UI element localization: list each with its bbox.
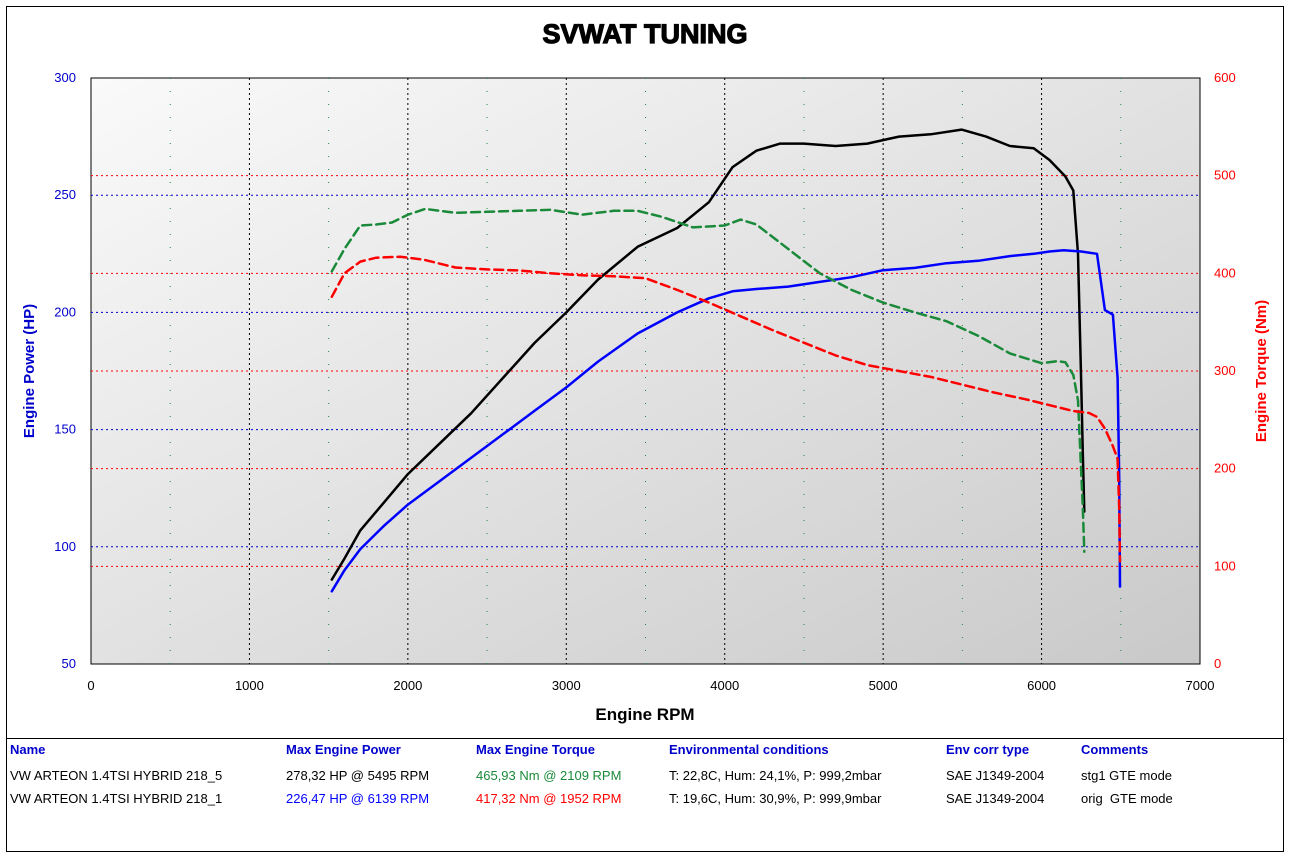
row-name: VW ARTEON 1.4TSI HYBRID 218_5 [10,768,223,783]
series-line-torque-stg1 [330,207,1086,553]
row-max-power: 226,47 HP @ 6139 RPM [286,791,430,806]
y-axis-right-label: Engine Torque (Nm) [1253,300,1270,442]
row-env-corr: SAE J1349-2004 [946,768,1045,783]
y-right-tick-label: 300 [1214,363,1236,378]
col-header-max-torque: Max Engine Torque [476,742,595,757]
row-env-corr: SAE J1349-2004 [946,791,1045,806]
y-left-tick-label: 150 [54,422,76,437]
series-line-power-orig [330,249,1122,593]
y-right-tick-label: 0 [1214,656,1221,671]
series-line-torque-orig [330,255,1122,563]
results-table: Name Max Engine Power Max Engine Torque … [6,738,1284,852]
y-right-tick-label: 500 [1214,168,1236,183]
y-right-tick-label: 600 [1214,70,1236,85]
dyno-chart: SVWAT TUNING 0 1000 2000 3000 4000 5000 6000 70… [21,18,1270,724]
col-header-name: Name [10,742,46,757]
x-tick-label: 0 [87,678,94,693]
x-tick-label: 2000 [393,678,422,693]
axis-ticks: 0 1000 2000 3000 4000 5000 6000 700050100150200… [54,70,1235,693]
y-right-tick-label: 400 [1214,265,1236,280]
row-env-conditions: T: 22,8C, Hum: 24,1%, P: 999,2mbar [669,768,882,783]
x-tick-label: 5000 [869,678,898,693]
x-tick-label: 1000 [235,678,264,693]
y-left-tick-label: 250 [54,187,76,202]
x-tick-label: 7000 [1186,678,1215,693]
col-header-comments: Comments [1081,742,1149,757]
plot-area [90,77,1201,665]
row-max-torque: 465,93 Nm @ 2109 RPM [476,768,622,783]
x-tick-label: 3000 [552,678,581,693]
series-line-power-stg1 [330,128,1086,581]
row-max-torque: 417,32 Nm @ 1952 RPM [476,791,622,806]
y-left-tick-label: 100 [54,539,76,554]
y-left-tick-label: 200 [54,304,76,319]
x-tick-label: 4000 [710,678,739,693]
chart-title: SVWAT TUNING [543,19,748,49]
y-left-tick-label: 300 [54,70,76,85]
col-header-max-power: Max Engine Power [286,742,401,757]
row-max-power: 278,32 HP @ 5495 RPM [286,768,430,783]
row-name: VW ARTEON 1.4TSI HYBRID 218_1 [10,791,223,806]
y-axis-left-label: Engine Power (HP) [21,304,38,438]
series-lines [330,128,1122,593]
y-left-tick-label: 50 [62,656,76,671]
x-tick-label: 6000 [1027,678,1056,693]
col-header-env-corr: Env corr type [946,742,1030,757]
row-comments: orig GTE mode [1081,791,1173,806]
x-axis-label: Engine RPM [595,705,694,724]
row-env-conditions: T: 19,6C, Hum: 30,9%, P: 999,9mbar [669,791,882,806]
col-header-env-conditions: Environmental conditions [669,742,829,757]
row-comments: stg1 GTE mode [1081,768,1173,783]
y-right-tick-label: 200 [1214,461,1236,476]
y-right-tick-label: 100 [1214,558,1236,573]
